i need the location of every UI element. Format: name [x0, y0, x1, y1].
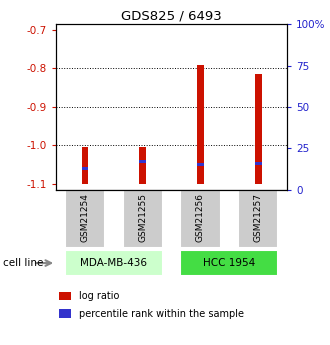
Text: GSM21256: GSM21256 [196, 194, 205, 243]
Text: GSM21254: GSM21254 [81, 194, 89, 242]
Bar [139, 147, 146, 184]
Text: GSM21255: GSM21255 [138, 194, 147, 243]
Bar [197, 65, 204, 184]
Title: GDS825 / 6493: GDS825 / 6493 [121, 10, 222, 23]
Text: MDA-MB-436: MDA-MB-436 [80, 258, 148, 268]
Text: log ratio: log ratio [79, 291, 119, 301]
Text: HCC 1954: HCC 1954 [203, 258, 255, 268]
Bar [82, 147, 88, 184]
Bar [139, 160, 146, 163]
Bar [255, 162, 262, 165]
Bar [197, 164, 204, 166]
Bar [82, 167, 88, 170]
Bar [180, 250, 279, 276]
Bar [180, 190, 221, 248]
Bar [65, 250, 163, 276]
Text: percentile rank within the sample: percentile rank within the sample [79, 309, 244, 319]
Text: GSM21257: GSM21257 [254, 194, 263, 243]
Bar [255, 74, 262, 184]
Bar [122, 190, 163, 248]
Bar [65, 190, 105, 248]
Text: cell line: cell line [3, 258, 44, 268]
Bar [238, 190, 279, 248]
